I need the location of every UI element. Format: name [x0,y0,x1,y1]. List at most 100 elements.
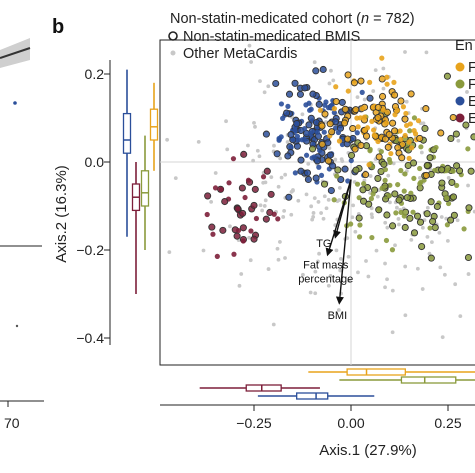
y-axis-title: Axis.2 (16.3%) [53,165,70,263]
data-point-bmis [272,79,280,88]
data-point [226,180,232,186]
data-point [368,196,374,202]
data-point-other [446,176,451,180]
data-point [357,115,364,121]
legend: Non-statin-medicated cohort (n = 782) No… [168,11,475,127]
data-point [388,150,394,157]
data-point-bmis [470,133,475,141]
data-point-bmis [401,223,409,232]
data-point [386,193,393,199]
data-point-bmis [418,242,426,251]
data-point [335,129,342,136]
data-point-other [271,322,276,327]
data-point-other [368,174,373,178]
data-point-bmis [273,150,281,158]
data-point-bmis [349,124,357,133]
data-point-bmis [357,141,365,149]
data-point [387,159,393,165]
data-point-other [395,205,399,210]
data-point-bmis [467,167,475,175]
data-point-other [225,147,230,152]
data-point-other [427,251,432,256]
boxplot-box [122,112,132,154]
data-point [375,138,381,145]
data-point-other [252,120,256,125]
data-point [323,99,329,105]
data-point [409,145,415,151]
legend-group-label: F [468,77,475,93]
data-point-other [385,277,389,282]
legend-swatch [455,113,465,123]
data-point [214,253,220,259]
data-point-bmis [374,174,382,182]
data-point [417,179,424,186]
data-point-bmis [374,103,382,111]
data-point-bmis [250,201,258,209]
data-point-bmis [221,197,229,206]
legend-group-label: E [468,111,475,127]
data-point-other [425,234,430,239]
data-point-bmis [297,156,305,164]
data-point-other [351,203,356,208]
data-point-bmis [375,206,383,214]
data-point [397,128,403,134]
data-point-bmis [383,211,391,219]
data-point-other [404,99,409,104]
data-point-bmis [312,174,320,182]
data-point-other [397,222,401,227]
data-point-bmis [303,169,312,177]
data-point [345,178,351,184]
data-point-bmis [389,222,397,230]
data-point [292,170,298,176]
data-point-bmis [351,145,359,153]
data-point [292,127,298,133]
data-point-bmis [293,142,301,150]
data-point [417,165,423,172]
data-point-other [247,43,252,48]
data-point [280,115,286,121]
data-point-other [333,157,338,162]
data-point-other [312,196,317,201]
data-point [356,195,362,201]
data-point [355,124,361,130]
data-point [336,138,343,144]
data-point [331,106,338,112]
data-point-bmis [350,79,358,87]
data-point-bmis [344,135,352,143]
data-point-bmis [464,253,473,262]
data-point-other [266,84,271,89]
data-point-bmis [426,154,434,162]
data-point-bmis [233,232,241,240]
label-line: percentage [298,273,353,285]
data-point-other [266,267,271,271]
legend-label-bmis: Non-statin-medicated BMIS [183,29,360,45]
data-point-other [313,269,318,274]
data-point-bmis [326,151,334,159]
data-point-other [419,150,424,155]
data-point [394,107,400,114]
data-point-other [262,204,267,208]
x-tick-label: −0.25 [236,415,272,431]
data-point-other [279,175,284,180]
data-point-other [304,192,309,197]
data-point-other [356,270,360,275]
data-point-other [346,254,351,259]
data-point-other [276,184,281,189]
data-point-other [328,274,333,278]
data-point-other [209,199,214,204]
data-point-bmis [427,254,435,262]
data-point [384,74,390,80]
data-point-bmis [449,113,457,122]
data-point-bmis [398,154,406,162]
data-point-bmis [421,124,429,133]
legend-group-label: F [468,60,475,76]
data-point-other [263,198,268,203]
data-point-other [319,211,324,215]
chart-title-prefix: Non-statin-medicated cohort ( [170,11,361,27]
data-point [393,210,399,216]
data-point [395,181,401,188]
label-line: Fat mass [303,259,349,271]
data-point-bmis [407,90,415,98]
data-point-bmis [204,192,212,200]
data-point [288,144,294,150]
